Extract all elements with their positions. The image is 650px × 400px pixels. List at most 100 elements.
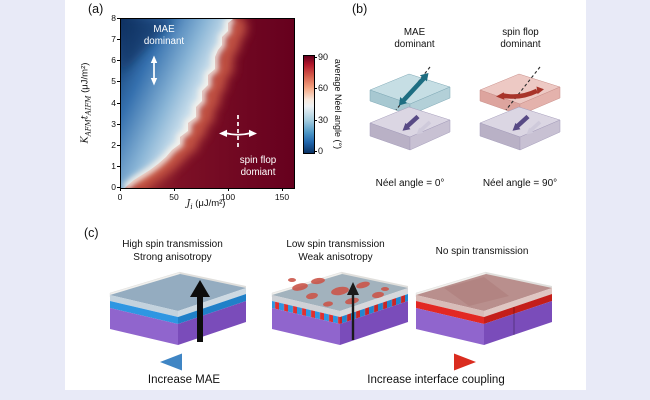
top-slab-front-edge: [416, 295, 484, 317]
tick-mark: [117, 187, 120, 188]
blue-arrowhead: [160, 353, 182, 371]
magnetization-arrow-purple: [512, 114, 530, 131]
y-axis-units: (μJ/m²): [79, 62, 91, 96]
tick-mark: [117, 39, 120, 40]
purple-base-front: [110, 308, 178, 345]
tick-mark: [174, 188, 175, 191]
tick-mark: [117, 103, 120, 104]
y-axis-label: KAFMtAIFM (μJ/m²): [80, 63, 93, 144]
x-axis-units: (μJ/m²): [192, 198, 226, 209]
panel-b-right-title-line2: dominant: [500, 39, 541, 50]
blue-interlayer-front: [110, 301, 178, 324]
thick-up-arrow: [190, 280, 210, 342]
slab2-title-line2: Weak anisotropy: [298, 252, 373, 263]
mae-dominant-bilayer-schematic: [369, 66, 451, 151]
mae-annotation-line1: MAE: [153, 24, 175, 35]
x-tick-label: 100: [220, 192, 236, 202]
slab3-title-line1: No spin transmission: [435, 246, 529, 257]
y-tick-label: 6: [111, 55, 116, 65]
y-tick-label: 8: [111, 13, 116, 23]
purple-base-front: [272, 308, 340, 345]
panel-b-left-caption: Néel angle = 0°: [375, 178, 445, 189]
tick-mark: [117, 145, 120, 146]
tick-mark: [314, 151, 317, 152]
panel-b-right-title: spin flop dominant: [478, 27, 563, 51]
panel-b-left-title-line2: dominant: [394, 39, 435, 50]
spin-flop-annotation-line1: spin flop: [239, 155, 277, 166]
slab1-title-line1: High spin transmission: [122, 239, 223, 250]
y-tick-label: 4: [111, 98, 116, 108]
colorbar-title: average Néel angle (°): [333, 58, 343, 150]
spin-flop-annotation-line2: domiant: [240, 166, 276, 178]
tick-mark: [117, 18, 120, 19]
panel-b-left-title: MAE dominant: [372, 27, 457, 51]
purple-base-right: [178, 301, 246, 345]
colorbar-tick-label: 30: [318, 115, 329, 125]
purple-base-front: [416, 308, 484, 345]
tick-mark: [228, 188, 229, 191]
neel-vector-arrow-teal: [399, 73, 429, 106]
tick-mark: [282, 188, 283, 191]
top-slab-right-edge: [178, 288, 246, 317]
panel-b-right-title-line1: spin flop: [502, 27, 539, 38]
tick-mark: [117, 166, 120, 167]
blue-interlayer-right: [178, 294, 246, 324]
top-slab-front-edge: [272, 295, 340, 317]
red-interlayer-right: [484, 294, 552, 324]
spin-flop-dominant-bilayer-schematic: [479, 66, 561, 151]
purple-base-right: [484, 301, 552, 345]
increase-mae-label: Increase MAE: [147, 374, 221, 386]
panel-b-left-title-line1: MAE: [403, 27, 426, 38]
top-slab-right-edge: [484, 288, 552, 317]
y-tick-label: 0: [111, 182, 116, 192]
tick-mark: [314, 120, 317, 121]
panel-c-slab3-title: No spin transmission: [412, 245, 552, 258]
x-axis-label: Ji (μJ/m²): [146, 198, 266, 211]
x-axis-symbol-J: J: [186, 198, 191, 209]
tick-mark: [117, 124, 120, 125]
x-tick-label: 150: [274, 192, 290, 202]
top-face-shading: [444, 277, 509, 306]
panel-b-right-caption: Néel angle = 90°: [482, 178, 558, 189]
red-arrowhead: [454, 353, 476, 371]
neel-angle-heatmap: [121, 19, 294, 188]
colorbar-tick-label: 0: [318, 146, 324, 156]
colorbar-tick-label: 90: [318, 52, 329, 62]
thin-up-arrow: [347, 282, 359, 340]
slab-high-spin-transmission: [109, 271, 246, 345]
y-axis-sub-AFM: AFM: [84, 119, 93, 137]
colorbar-tick-label: 60: [318, 83, 329, 93]
afm-slab-teal: [369, 73, 451, 116]
slab2-title-line1: Low spin transmission: [286, 239, 385, 250]
increase-interface-coupling-label: Increase interface coupling: [367, 374, 505, 386]
y-tick-label: 5: [111, 76, 116, 86]
heatmap-annotation-spin-flop: spin flop domiant: [226, 155, 290, 178]
panel-c-slab2-title: Low spin transmission Weak anisotropy: [268, 238, 403, 264]
red-interlayer-front: [416, 301, 484, 324]
colorbar: [303, 55, 315, 154]
tick-mark: [117, 60, 120, 61]
fm-slab-lavender: [369, 106, 451, 151]
ghost-arrow: [416, 120, 432, 135]
heatmap-plot-area: [120, 18, 295, 189]
checkered-interlayer-front: [272, 301, 340, 324]
y-axis-symbol-t: t: [79, 115, 91, 120]
slab-no-spin-transmission: [415, 271, 552, 345]
top-face-blue-gray: [110, 274, 246, 311]
top-face-reddish: [416, 274, 552, 311]
heatmap-annotation-mae: MAE dominant: [133, 24, 195, 47]
x-tick-label: 0: [117, 192, 123, 202]
magnetization-arrow-purple: [402, 114, 420, 131]
ghost-arrow: [526, 120, 542, 135]
easy-axis-dashed-line: [505, 66, 541, 111]
spin-flop-direction-arrow-icon: [219, 115, 257, 149]
y-tick-label: 7: [111, 34, 116, 44]
mae-coupling-axis-arrow: [160, 353, 476, 371]
y-axis-symbol-K: K: [79, 136, 91, 144]
y-tick-label: 3: [111, 119, 116, 129]
tick-mark: [314, 57, 317, 58]
mae-annotation-line2: dominant: [143, 35, 185, 47]
tick-mark: [314, 88, 317, 89]
neel-vector-arrow-red: [496, 86, 544, 100]
